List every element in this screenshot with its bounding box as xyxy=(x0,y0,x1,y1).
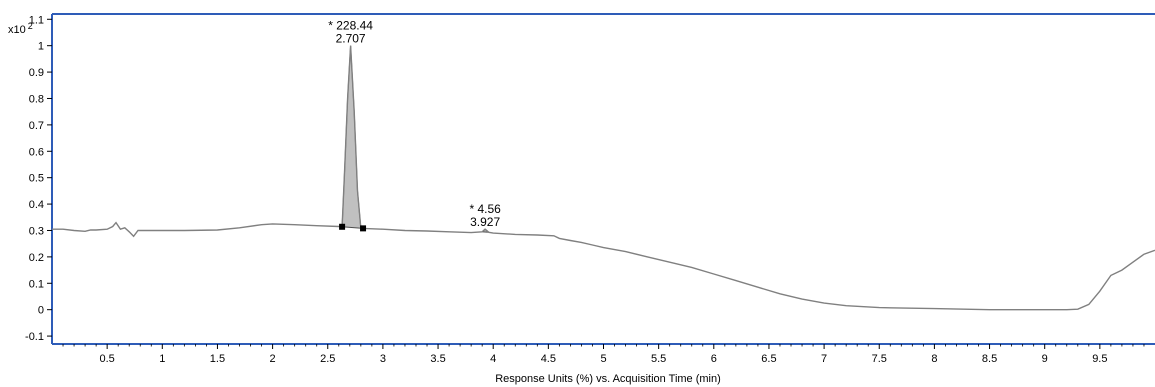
x-tick-label: 2.5 xyxy=(320,353,335,365)
peak-1-area-label: * 228.44 xyxy=(328,19,373,33)
x-tick-label: 4.5 xyxy=(541,353,556,365)
y-tick-label: 0 xyxy=(38,305,44,317)
x-tick-label: 7.5 xyxy=(872,353,887,365)
y-axis-multiplier-base: x10 xyxy=(8,24,26,36)
x-tick-label: 6 xyxy=(711,353,717,365)
x-tick-label: 0.5 xyxy=(100,353,115,365)
y-tick-label: -0.1 xyxy=(25,331,44,343)
y-tick-label: 0.9 xyxy=(29,67,44,79)
y-tick-label: 1.1 xyxy=(29,14,44,26)
x-tick-label: 1 xyxy=(159,353,165,365)
x-tick-label: 6.5 xyxy=(761,353,776,365)
x-tick-label: 5 xyxy=(600,353,606,365)
x-tick-label: 5.5 xyxy=(651,353,666,365)
x-tick-label: 8.5 xyxy=(982,353,997,365)
y-axis-multiplier-exponent: 2 xyxy=(28,21,33,31)
y-axis: -0.1 0 0.1 0.2 0.3 0.4 0.5 0.6 0.7 0.8 0.9 1 1.1 xyxy=(25,14,52,343)
peak-1-rt-label: 2.707 xyxy=(336,32,366,46)
peak-fills xyxy=(341,45,491,233)
y-tick-label: 0.7 xyxy=(29,120,44,132)
y-tick-label: 0.5 xyxy=(29,173,44,185)
peak-end-marker xyxy=(360,225,367,232)
y-tick-label: 0.6 xyxy=(29,146,44,158)
peak-2-rt-label: 3.927 xyxy=(470,215,500,229)
trace-layer xyxy=(52,45,1155,311)
trace-line xyxy=(52,45,1155,311)
y-tick-label: 0.4 xyxy=(29,199,44,211)
x-tick-label: 7 xyxy=(821,353,827,365)
y-tick-label: 0.8 xyxy=(29,93,44,105)
y-tick-label: 1 xyxy=(38,41,44,53)
x-tick-label: 8 xyxy=(931,353,937,365)
y-tick-label: 0.1 xyxy=(29,278,44,290)
y-tick-label: 0.2 xyxy=(29,252,44,264)
peak-labels: * 228.442.707 * 4.563.927 xyxy=(328,19,501,229)
y-axis-multiplier: x10 2 xyxy=(8,21,33,36)
x-tick-label: 9 xyxy=(1042,353,1048,365)
x-tick-label: 4 xyxy=(490,353,496,365)
x-tick-label: 9.5 xyxy=(1092,353,1107,365)
x-axis: 0.5 1 1.5 2 2.5 3 3.5 4 4.5 5 5.5 6 6.5 7 7.5 8 8.5 9 9.5 xyxy=(62,344,1145,365)
x-tick-label: 3.5 xyxy=(430,353,445,365)
peak-2-area-label: * 4.56 xyxy=(469,202,501,216)
peak-start-marker xyxy=(339,223,346,230)
x-tick-label: 1.5 xyxy=(210,353,225,365)
x-tick-label: 2 xyxy=(270,353,276,365)
x-tick-label: 3 xyxy=(380,353,386,365)
y-tick-label: 0.3 xyxy=(29,225,44,237)
x-axis-title: Response Units (%) vs. Acquisition Time … xyxy=(495,373,721,385)
integration-markers xyxy=(339,223,367,232)
plot-frame xyxy=(51,13,1155,345)
